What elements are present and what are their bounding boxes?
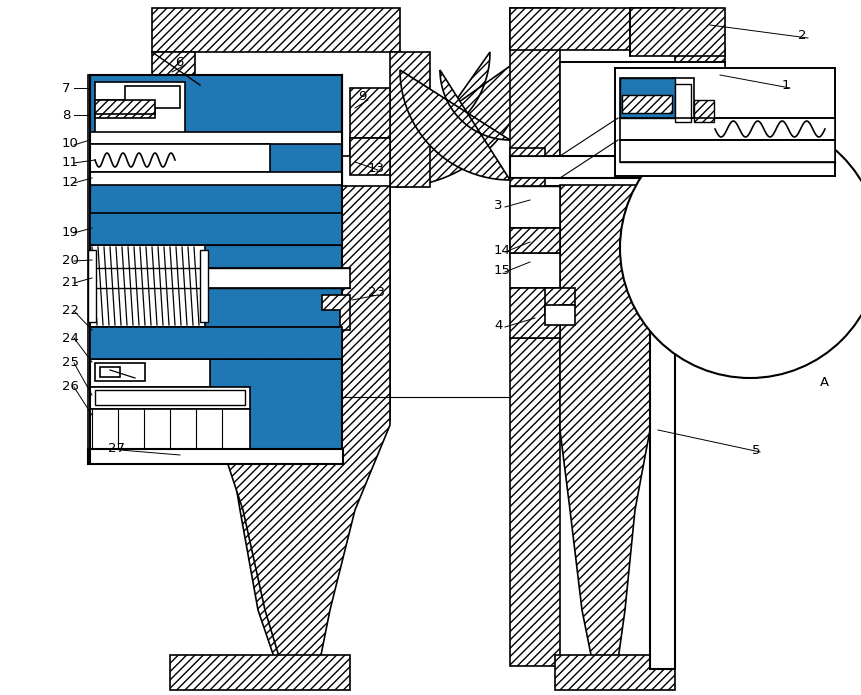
Bar bbox=[95, 100, 155, 118]
Bar bbox=[350, 175, 390, 225]
Text: 27: 27 bbox=[108, 441, 125, 455]
Bar bbox=[615, 68, 835, 176]
Bar bbox=[90, 359, 210, 387]
Text: 20: 20 bbox=[62, 254, 79, 266]
Text: 3: 3 bbox=[494, 199, 503, 211]
Text: 1: 1 bbox=[782, 79, 790, 92]
Bar bbox=[510, 186, 560, 228]
Text: 25: 25 bbox=[62, 356, 79, 368]
Bar bbox=[622, 95, 672, 113]
Polygon shape bbox=[560, 185, 650, 660]
Bar bbox=[88, 250, 96, 322]
Bar bbox=[90, 156, 390, 186]
Bar bbox=[95, 100, 155, 114]
Bar bbox=[350, 138, 390, 175]
Bar bbox=[510, 228, 560, 253]
Bar bbox=[620, 140, 835, 162]
Text: 26: 26 bbox=[62, 379, 79, 393]
Text: 9: 9 bbox=[358, 90, 367, 102]
Bar bbox=[170, 655, 350, 690]
Polygon shape bbox=[400, 70, 510, 180]
Bar bbox=[90, 409, 250, 449]
Bar bbox=[88, 75, 338, 455]
Circle shape bbox=[620, 118, 861, 378]
Bar bbox=[545, 305, 575, 325]
Polygon shape bbox=[545, 288, 575, 315]
Bar bbox=[100, 367, 120, 377]
Polygon shape bbox=[350, 395, 390, 420]
Text: 24: 24 bbox=[62, 332, 79, 345]
Bar bbox=[620, 118, 835, 140]
Polygon shape bbox=[195, 185, 390, 660]
Bar bbox=[510, 8, 675, 50]
Bar bbox=[90, 327, 342, 359]
Bar bbox=[350, 225, 390, 272]
Bar bbox=[90, 327, 342, 359]
Text: 21: 21 bbox=[62, 275, 79, 288]
Bar bbox=[354, 330, 386, 352]
Bar bbox=[90, 75, 342, 460]
Bar bbox=[90, 185, 215, 213]
Bar bbox=[510, 338, 560, 666]
Bar bbox=[90, 144, 270, 172]
Text: 14: 14 bbox=[494, 243, 511, 256]
Text: 7: 7 bbox=[62, 81, 71, 95]
Bar bbox=[510, 156, 725, 178]
Bar bbox=[350, 88, 390, 138]
Text: 13: 13 bbox=[368, 161, 385, 174]
Bar bbox=[630, 8, 725, 56]
Bar bbox=[675, 48, 725, 168]
Bar bbox=[350, 138, 390, 175]
Polygon shape bbox=[322, 295, 350, 330]
Bar bbox=[95, 390, 245, 405]
Bar bbox=[95, 82, 185, 137]
Bar bbox=[620, 78, 675, 118]
Bar bbox=[555, 655, 675, 690]
Bar bbox=[510, 8, 560, 156]
Bar bbox=[152, 52, 195, 92]
Text: 4: 4 bbox=[494, 318, 502, 332]
Bar bbox=[90, 213, 342, 245]
Bar bbox=[694, 100, 714, 122]
Bar bbox=[90, 172, 342, 185]
Text: 10: 10 bbox=[62, 136, 79, 149]
Bar bbox=[510, 148, 545, 156]
Text: 15: 15 bbox=[494, 263, 511, 277]
Text: 22: 22 bbox=[62, 304, 79, 316]
Bar bbox=[672, 78, 694, 133]
Text: A: A bbox=[820, 375, 829, 389]
Polygon shape bbox=[395, 52, 530, 187]
Text: 11: 11 bbox=[62, 156, 79, 168]
Bar bbox=[90, 213, 342, 245]
Bar bbox=[650, 174, 675, 669]
Bar bbox=[510, 253, 560, 288]
Bar bbox=[350, 352, 390, 402]
Polygon shape bbox=[152, 8, 400, 52]
Bar bbox=[620, 78, 675, 118]
Text: 19: 19 bbox=[62, 225, 79, 238]
Text: 12: 12 bbox=[62, 176, 79, 188]
Bar bbox=[675, 84, 691, 122]
Bar bbox=[510, 288, 560, 338]
Text: 6: 6 bbox=[175, 56, 183, 69]
Text: 5: 5 bbox=[752, 443, 760, 457]
Bar bbox=[510, 186, 560, 258]
Bar bbox=[350, 272, 390, 330]
Bar bbox=[205, 268, 350, 288]
Bar bbox=[125, 86, 180, 108]
Text: 23: 23 bbox=[368, 286, 385, 298]
Polygon shape bbox=[152, 185, 390, 660]
Bar bbox=[90, 132, 342, 144]
Bar bbox=[390, 52, 430, 187]
Bar bbox=[200, 250, 208, 322]
Bar bbox=[90, 245, 205, 327]
Bar bbox=[95, 363, 145, 381]
Bar bbox=[90, 387, 250, 409]
Bar bbox=[510, 178, 545, 186]
Text: 8: 8 bbox=[62, 108, 71, 122]
Text: 2: 2 bbox=[798, 28, 807, 42]
Bar bbox=[560, 62, 725, 174]
Bar bbox=[88, 449, 343, 464]
